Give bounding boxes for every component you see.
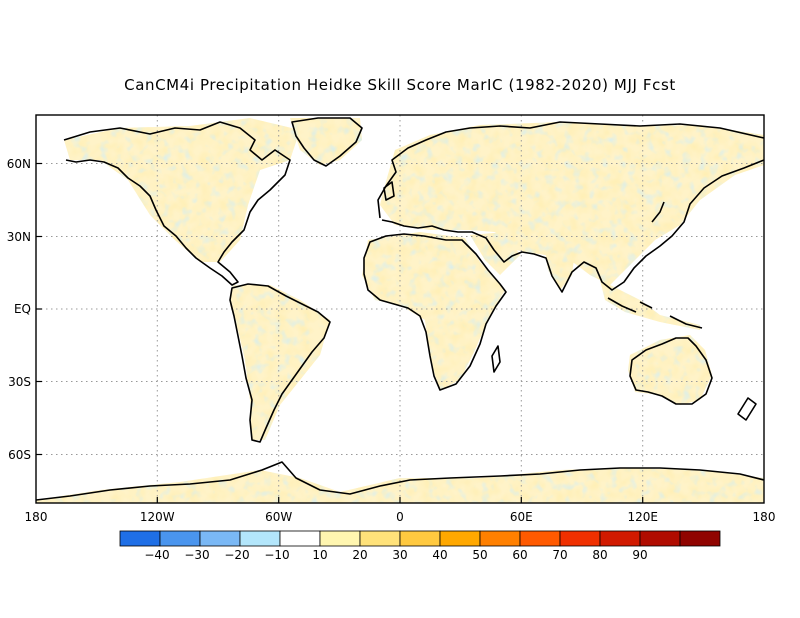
lat-label-60n: 60N [7, 157, 31, 171]
gridlines [36, 115, 764, 503]
colorbar-label: 70 [552, 548, 567, 562]
colorbar-label: −20 [224, 548, 249, 562]
colorbar-label: 50 [472, 548, 487, 562]
lat-label-60s: 60S [8, 448, 31, 462]
colorbar-swatch [439, 530, 481, 547]
coastlines [36, 117, 764, 501]
colorbar-swatch [319, 530, 361, 547]
lon-label-180e: 180 [753, 510, 776, 524]
colorbar-label: 90 [632, 548, 647, 562]
colorbar-swatch [559, 530, 601, 547]
colorbar-label: 80 [592, 548, 607, 562]
lat-label-30s: 30S [8, 375, 31, 389]
colorbar-label: −30 [184, 548, 209, 562]
colorbar-swatch [119, 530, 161, 547]
lat-labels: 60N 30N EQ 30S 60S [7, 157, 31, 462]
lat-label-30n: 30N [7, 230, 31, 244]
lat-label-eq: EQ [14, 302, 31, 316]
colorbar-swatch [599, 530, 641, 547]
axis-ticks [36, 162, 644, 503]
colorbar-swatch [199, 530, 241, 547]
lon-label-60e: 60E [510, 510, 533, 524]
colorbar-swatch [519, 530, 561, 547]
lon-label-120e: 120E [627, 510, 658, 524]
colorbar-swatch [479, 530, 521, 547]
lon-label-60w: 60W [265, 510, 292, 524]
skill-field [36, 118, 764, 503]
lon-label-0: 0 [396, 510, 404, 524]
colorbar-swatch [679, 530, 721, 547]
colorbar: −40 −30 −20 −10 10 20 30 40 50 60 70 80 90 [119, 530, 721, 562]
map-title: CanCM4i Precipitation Heidke Skill Score… [124, 76, 676, 94]
lon-label-120w: 120W [140, 510, 175, 524]
colorbar-swatch [239, 530, 281, 547]
colorbar-swatch [159, 530, 201, 547]
colorbar-label: 30 [392, 548, 407, 562]
lon-labels: 180 120W 60W 0 60E 120E 180 [25, 510, 776, 524]
colorbar-label: −10 [264, 548, 289, 562]
colorbar-label: −40 [144, 548, 169, 562]
colorbar-swatch [399, 530, 441, 547]
colorbar-swatch [279, 530, 321, 547]
colorbar-label: 40 [432, 548, 447, 562]
colorbar-label: 10 [312, 548, 327, 562]
lon-label-180w: 180 [25, 510, 48, 524]
colorbar-label: 20 [352, 548, 367, 562]
colorbar-label: 60 [512, 548, 527, 562]
colorbar-swatch [639, 530, 681, 547]
colorbar-swatch [359, 530, 401, 547]
